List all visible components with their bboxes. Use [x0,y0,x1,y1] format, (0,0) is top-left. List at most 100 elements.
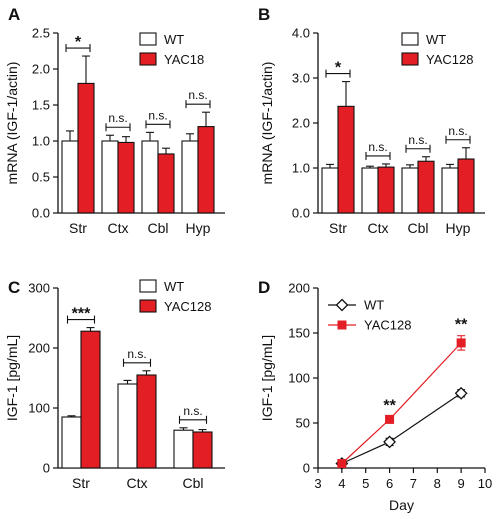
legend-marker [337,320,347,330]
bar [157,153,175,214]
legend-marker [335,298,349,312]
x-category-label: Cbl [147,220,168,236]
data-point [337,459,347,468]
significance-label: * [75,34,82,51]
legend-swatch [139,279,157,293]
legend-swatch [139,32,157,46]
y-tick-label: 0 [303,461,310,476]
x-category-label: Cbl [182,475,203,491]
y-tick-label: 0.5 [32,170,50,185]
bar [337,105,355,214]
x-category-label: Str [69,220,87,236]
x-tick-label: 3 [314,476,321,491]
bar [61,416,82,469]
significance-label: n.s. [108,111,127,125]
bar [173,429,194,469]
bar [192,431,213,469]
significance-label: n.s. [148,108,167,122]
y-axis-label: mRNA (IGF-1/actin) [259,62,275,185]
y-tick-label: 50 [296,416,310,431]
x-category-label: Hyp [446,220,471,236]
y-axis-label: IGF-1 [pg/mL] [4,335,20,421]
bar [457,158,475,214]
legend-swatch [401,32,419,46]
data-point [383,435,396,449]
significance-label: n.s. [408,133,427,147]
y-tick-label: 2.0 [292,116,310,131]
y-tick-label: 4.0 [292,26,310,41]
x-tick-label: 10 [478,476,492,491]
y-tick-label: 0.0 [32,206,50,221]
x-category-label: Str [329,220,347,236]
data-point [456,338,466,348]
x-axis-label: Day [389,497,414,513]
bar [321,167,339,214]
bar [77,82,95,214]
panel-label: C [8,278,20,297]
x-tick-label: 5 [362,476,369,491]
y-tick-label: 100 [28,401,50,416]
significance-label: n.s. [183,404,202,418]
significance-label: n.s. [127,347,146,361]
data-point [454,386,468,400]
bar [181,140,199,214]
y-tick-label: 100 [288,371,310,386]
legend-label: YAC128 [164,299,211,314]
x-tick-label: 6 [386,476,393,491]
legend-label: WT [364,298,384,313]
x-tick-label: 8 [434,476,441,491]
bar [141,140,159,214]
y-tick-label: 0 [43,461,50,476]
legend-label: WT [164,279,184,294]
y-axis-label: mRNA (IGF-1/actin) [4,62,20,185]
bar [117,383,138,469]
legend-label: YAC18 [164,52,204,67]
bar [136,374,157,469]
significance-label: n.s. [448,124,467,138]
data-point [385,414,395,424]
significance-label: n.s. [188,88,207,102]
legend-label: YAC128 [426,52,473,67]
x-category-label: Cbl [407,220,428,236]
x-category-label: Ctx [108,220,129,236]
y-tick-label: 1.5 [32,98,50,113]
y-tick-label: 150 [288,326,310,341]
legend-swatch [401,52,419,66]
y-tick-label: 0.0 [292,206,310,221]
bar [441,167,459,214]
chart-panel-A: 0.0 0.5 1.0 1.5 2.0 2.5 mRNA (IGF-1/actin) A Str… [4,5,225,236]
bar [80,330,101,469]
chart-panel-B: 0.0 1.0 2.0 3.0 4.0 mRNA (IGF-1/actin) B Str * Ct… [258,5,485,236]
panel-label: B [258,5,270,24]
chart-panel-D: 0 50 100 150 200 IGF-1 [pg/mL] D 3 4 5 6 7 8 9 10 Day **… [258,278,492,513]
x-tick-label: 9 [458,476,465,491]
series-line [341,342,462,464]
bar [361,167,379,214]
x-category-label: Ctx [368,220,389,236]
series-line [341,392,462,465]
y-tick-label: 2.5 [32,26,50,41]
y-tick-label: 3.0 [292,71,310,86]
panel-label: A [8,5,20,24]
y-tick-label: 300 [28,281,50,296]
x-category-label: Ctx [127,475,148,491]
bar [417,160,435,214]
y-axis-label: IGF-1 [pg/mL] [259,335,275,421]
y-tick-label: 200 [28,341,50,356]
x-category-label: Hyp [186,220,211,236]
x-tick-label: 7 [410,476,417,491]
legend-label: YAC128 [364,318,411,333]
bar [377,166,395,214]
bar [61,140,79,214]
y-tick-label: 1.0 [292,161,310,176]
significance-label: *** [72,306,91,323]
legend-label: WT [426,32,446,47]
bar [117,141,135,214]
x-category-label: Str [72,475,90,491]
legend-swatch [139,52,157,66]
legend-label: WT [164,32,184,47]
y-tick-label: 2.0 [32,62,50,77]
bar [401,167,419,214]
bar [197,126,215,214]
